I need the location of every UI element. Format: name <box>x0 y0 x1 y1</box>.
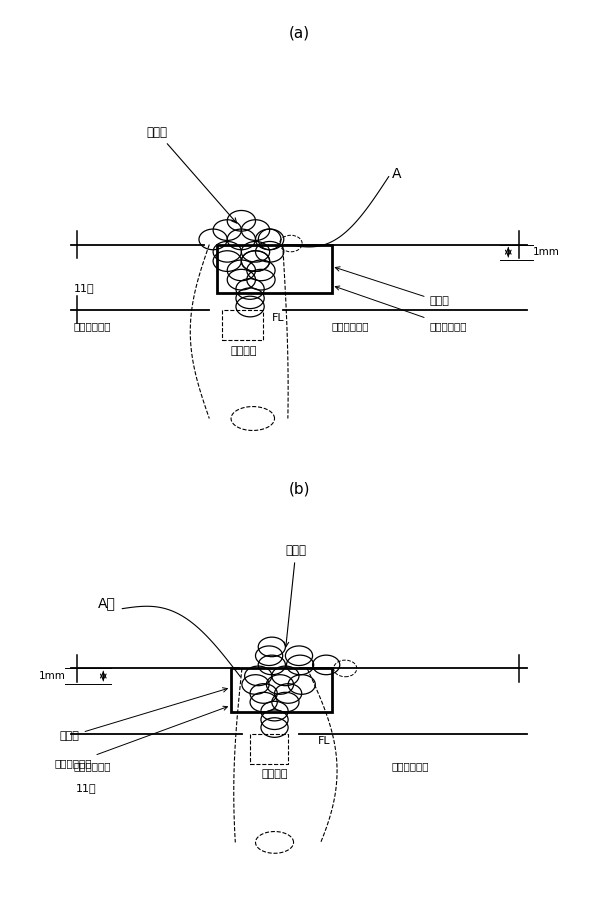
Text: FL: FL <box>272 312 285 322</box>
Text: 1mm: 1mm <box>533 247 560 257</box>
Text: 開先背側母材: 開先背側母材 <box>74 761 111 771</box>
Text: 試験片: 試験片 <box>60 687 227 741</box>
Text: FL: FL <box>318 737 331 747</box>
Text: 溶接靄: 溶接靄 <box>147 126 237 223</box>
Text: 試験片: 試験片 <box>335 267 449 307</box>
Text: 裏当て金: 裏当て金 <box>261 770 288 780</box>
Bar <box>222 310 263 340</box>
Bar <box>231 668 332 712</box>
Bar <box>218 245 332 293</box>
Bar <box>250 734 288 763</box>
Text: 1mm: 1mm <box>38 671 65 681</box>
Text: (b): (b) <box>288 481 310 497</box>
Text: 11～: 11～ <box>74 283 94 293</box>
Text: 溶接靄: 溶接靄 <box>284 544 306 646</box>
Text: A: A <box>392 167 401 181</box>
Text: (a): (a) <box>288 25 310 40</box>
Text: 開先背側母材: 開先背側母材 <box>74 321 111 331</box>
Text: ノッチ最深鑄: ノッチ最深鑄 <box>335 286 467 331</box>
Text: 11～: 11～ <box>76 783 97 793</box>
Text: A－: A－ <box>98 596 116 610</box>
Text: 開先層側母材: 開先層側母材 <box>332 321 369 331</box>
Text: 裏当て金: 裏当て金 <box>230 345 257 355</box>
Text: ノッチ最深鑄: ノッチ最深鑄 <box>54 707 227 769</box>
Text: 開先層側母材: 開先層側母材 <box>392 761 429 771</box>
